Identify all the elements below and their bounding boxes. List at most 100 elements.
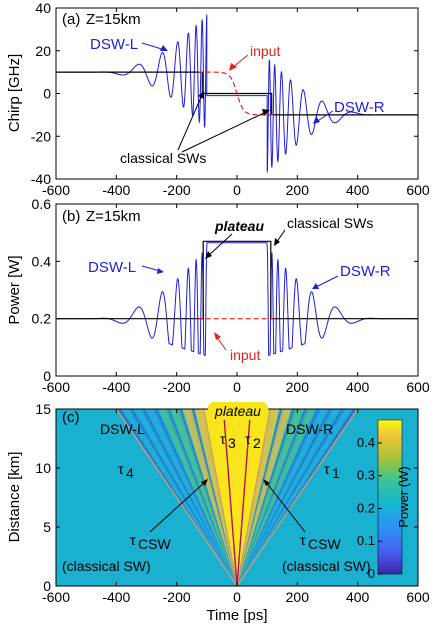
y-tick-label: 15 — [35, 401, 51, 417]
y-tick-label: 20 — [35, 43, 51, 59]
svg-text:2: 2 — [253, 435, 261, 451]
panel-c-tau4: τ 4 — [118, 461, 134, 481]
panel-b-plateau-label: plateau — [214, 218, 264, 234]
x-tick-label: -600 — [42, 379, 70, 395]
svg-text:CSW: CSW — [138, 536, 171, 552]
heatmap-dsw-right-dark-stripe — [237, 409, 333, 586]
panel-b-input-arrowhead — [214, 332, 221, 340]
heatmap-dsw-left-stripe — [194, 409, 237, 586]
svg-text:1: 1 — [332, 465, 340, 481]
panel-c-dsw-l-label: DSW-L — [100, 421, 145, 437]
panel-b-ticks: -600 -400 -200 0 200 400 600 0 0.2 0.4 0.6 — [32, 196, 430, 395]
y-tick-label: -20 — [31, 128, 51, 144]
x-tick-label: -600 — [42, 589, 70, 605]
y-tick-label: -40 — [31, 171, 51, 187]
x-tick-label: 0 — [233, 589, 241, 605]
svg-text:4: 4 — [126, 465, 134, 481]
heatmap-dsw-left-dark-stripe — [141, 409, 237, 586]
panel-a-label: (a) — [62, 11, 80, 28]
panel-a-series — [56, 14, 418, 173]
panel-c-tau-csw-right-arrow — [265, 481, 306, 533]
x-tick-label: 600 — [406, 182, 430, 198]
heatmap-dsw-left-stripe — [182, 409, 237, 586]
svg-text:τ: τ — [300, 532, 306, 548]
y-tick-label: 0 — [43, 368, 51, 384]
heatmap-dsw-left-stripe — [122, 409, 237, 586]
panel-b-label: (b) — [62, 208, 80, 225]
colorbar-tick-label: 0.1 — [357, 533, 375, 548]
x-tick-label: 200 — [286, 589, 310, 605]
y-tick-label: 0.6 — [32, 196, 52, 212]
panel-c-tau-csw-right-arrowhead — [263, 479, 270, 486]
heatmap-dsw-left-stripe — [170, 409, 237, 586]
x-tick-label: 400 — [346, 182, 370, 198]
heatmap-dsw-left-dark-stripe — [153, 409, 237, 586]
panel-c-tau3: τ 3 — [220, 431, 236, 451]
x-tick-label: 0 — [233, 379, 241, 395]
panel-b-plateau-arrow — [207, 233, 233, 257]
x-tick-label: -600 — [42, 182, 70, 198]
panel-a-dsw-r-arrow — [315, 110, 334, 123]
panel-c-label: (c) — [62, 409, 80, 426]
x-tick-label: 400 — [346, 589, 370, 605]
panel-c-plateau-box — [208, 402, 268, 420]
heatmap-dsw-right-stripe — [237, 409, 304, 586]
heatmap-dsw-right-stripe — [237, 409, 328, 586]
panel-c-tau-csw-right: τ CSW — [300, 532, 341, 552]
svg-text:τ: τ — [118, 461, 124, 477]
panel-c-classical-left: (classical SW) — [62, 558, 151, 574]
heatmap-tau1-line — [236, 409, 359, 586]
colorbar-gradient — [377, 419, 403, 575]
panel-c-heatmap — [115, 409, 359, 586]
heatmap-dsw-right-stripe — [237, 409, 316, 586]
panel-a-input-arrowhead — [229, 63, 237, 71]
chirp-input-line — [197, 71, 277, 116]
panel-c-tau-csw-left: τ CSW — [130, 532, 171, 552]
panel-a-classical-arrow-right — [181, 111, 267, 153]
heatmap-dsw-right-stripe — [237, 409, 292, 586]
panel-b-input-label: input — [230, 347, 260, 363]
colorbar-tick-label: 0.2 — [357, 500, 375, 515]
x-tick-label: 200 — [286, 182, 310, 198]
y-tick-label: 5 — [43, 519, 51, 535]
svg-text:τ: τ — [130, 532, 136, 548]
power-classical-line — [56, 240, 418, 320]
y-tick-label: 10 — [35, 460, 51, 476]
panel-b-dsw-l-label: DSW-L — [88, 259, 136, 276]
y-tick-label: 0.4 — [32, 253, 52, 269]
y-tick-label: 0 — [43, 578, 51, 594]
x-tick-label: -200 — [163, 182, 191, 198]
heatmap-tau3-line — [222, 409, 238, 586]
panel-b: -600 -400 -200 0 200 400 600 0 0.2 0.4 0.6 (b) Z=1… — [6, 196, 430, 395]
heatmap-dsw-left-stripe — [134, 409, 237, 586]
panel-b-dsw-r-arrow — [315, 275, 339, 288]
colorbar: 0 0.1 0.2 0.3 0.4 Power (W) — [357, 419, 411, 581]
chirp-dsw-right-line — [266, 59, 418, 173]
chirp-dsw-left-line — [56, 14, 208, 128]
svg-text:3: 3 — [228, 435, 236, 451]
heatmap-dsw-right-stripe — [237, 409, 340, 586]
panel-b-z-label: Z=15km — [86, 208, 141, 225]
heatmap-tau-csw-right-line — [236, 409, 271, 586]
chirp-dsw-center-line — [206, 16, 268, 171]
colorbar-label: Power (W) — [396, 466, 411, 527]
panel-a-dsw-l-label: DSW-L — [90, 36, 138, 53]
x-tick-label: -400 — [102, 379, 130, 395]
svg-text:τ: τ — [324, 461, 330, 477]
panel-b-dsw-r-arrowhead — [312, 283, 319, 289]
panel-a-classical-arrowhead-right — [262, 109, 270, 116]
panel-a-classical-label: classical SWs — [120, 150, 206, 166]
panel-a-dsw-r-label: DSW-R — [334, 99, 385, 116]
panel-c-plateau-label: plateau — [214, 403, 261, 419]
panel-c-tau2: τ 2 — [245, 431, 261, 451]
panel-b-ylabel: Power [W] — [6, 255, 23, 324]
heatmap-dsw-right-stripe — [237, 409, 280, 586]
heatmap-tau-csw-left-line — [203, 409, 238, 586]
x-tick-label: 0 — [233, 182, 241, 198]
x-tick-label: 400 — [346, 379, 370, 395]
x-tick-label: 600 — [406, 379, 430, 395]
colorbar-tick-label: 0.4 — [357, 435, 375, 450]
